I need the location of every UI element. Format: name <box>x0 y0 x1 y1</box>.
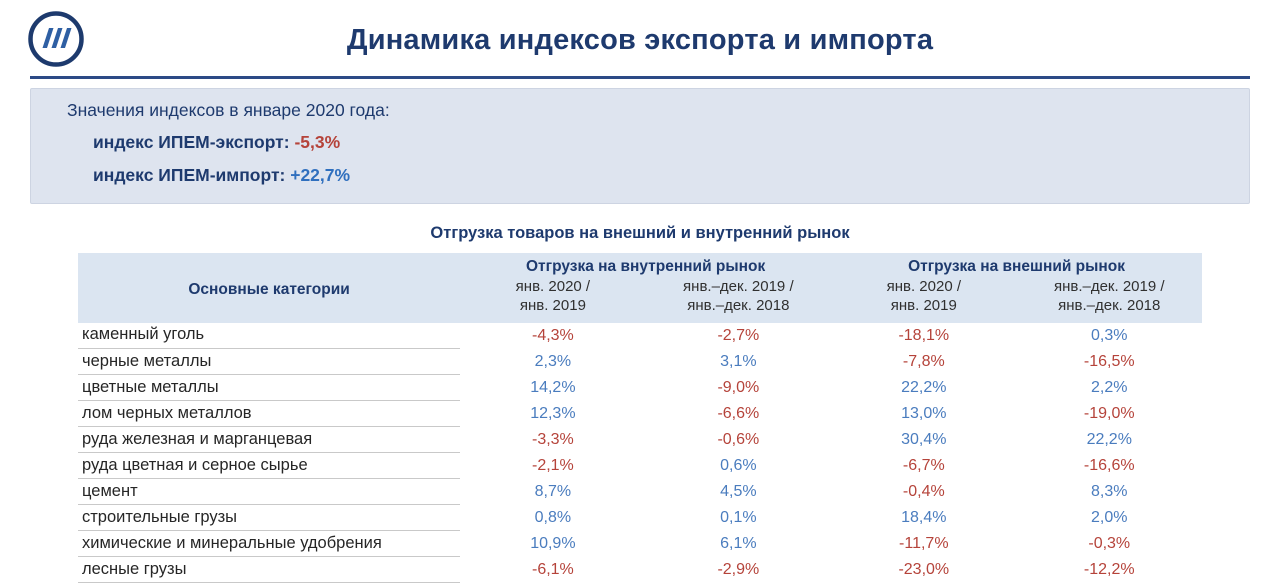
table-row: руда цветная и серное сырье -2,1% 0,6% -… <box>78 452 1202 479</box>
export-index-line: индекс ИПЕМ-экспорт: -5,3% <box>93 132 1229 153</box>
value-cell: -11,7% <box>899 534 949 552</box>
group-header-external: Отгрузка на внешний рынок <box>831 253 1202 276</box>
index-summary-box: Значения индексов в январе 2020 года: ин… <box>30 88 1250 204</box>
value-cell: -4,3% <box>531 326 574 344</box>
value-cell: 0,3% <box>1091 326 1128 344</box>
category-cell: строительные грузы <box>78 504 461 531</box>
value-cell: 22,2% <box>1086 430 1132 448</box>
value-cell: -2,7% <box>717 326 760 344</box>
table-row: цветные металлы 14,2% -9,0% 22,2% 2,2% <box>78 374 1202 401</box>
value-cell: 10,9% <box>530 534 576 552</box>
category-cell: черные металлы <box>78 348 461 375</box>
value-cell: -2,1% <box>531 456 574 474</box>
category-cell: руда железная и марганцевая <box>78 426 461 453</box>
table-row: строительные грузы 0,8% 0,1% 18,4% 2,0% <box>78 504 1202 531</box>
category-cell: руда цветная и серное сырье <box>78 452 461 479</box>
value-cell: 2,0% <box>1091 508 1128 526</box>
value-cell: -0,4% <box>902 482 945 500</box>
subheader-external-year: янв.–дек. 2019 / янв.–дек. 2018 <box>1016 276 1202 323</box>
shipments-table-card: Отгрузка товаров на внешний и внутренний… <box>78 216 1202 583</box>
value-cell: -2,9% <box>717 560 760 578</box>
category-cell: каменный уголь <box>78 322 461 349</box>
subheader-domestic-jan: янв. 2020 / янв. 2019 <box>460 276 646 323</box>
column-header-categories: Основные категории <box>78 253 461 323</box>
export-index-value: -5,3% <box>294 132 341 152</box>
import-index-line: индекс ИПЕМ-импорт: +22,7% <box>93 165 1229 186</box>
value-cell: 18,4% <box>901 508 947 526</box>
category-cell: цемент <box>78 478 461 505</box>
value-cell: -12,2% <box>1083 560 1135 578</box>
category-cell: лом черных металлов <box>78 400 461 427</box>
value-cell: -16,6% <box>1083 456 1135 474</box>
table-row: химические и минеральные удобрения 10,9%… <box>78 530 1202 557</box>
table-row: лом черных металлов 12,3% -6,6% 13,0% -1… <box>78 400 1202 427</box>
value-cell: -0,3% <box>1088 534 1131 552</box>
category-cell: химические и минеральные удобрения <box>78 530 461 557</box>
table-row: черные металлы 2,3% 3,1% -7,8% -16,5% <box>78 348 1202 375</box>
value-cell: 0,6% <box>720 456 757 474</box>
value-cell: -9,0% <box>717 378 760 396</box>
value-cell: -0,6% <box>717 430 760 448</box>
value-cell: 6,1% <box>720 534 757 552</box>
value-cell: 2,3% <box>534 352 572 370</box>
summary-intro: Значения индексов в январе 2020 года: <box>67 100 390 120</box>
value-cell: 0,8% <box>534 508 572 526</box>
value-cell: 8,7% <box>534 482 572 500</box>
value-cell: -23,0% <box>898 560 950 578</box>
table-title: Отгрузка товаров на внешний и внутренний… <box>430 224 850 242</box>
value-cell: -18,1% <box>898 326 950 344</box>
value-cell: 4,5% <box>720 482 757 500</box>
value-cell: -6,6% <box>717 404 760 422</box>
table-row: руда железная и марганцевая -3,3% -0,6% … <box>78 426 1202 453</box>
export-index-label: индекс ИПЕМ-экспорт: <box>93 132 290 152</box>
category-cell: цветные металлы <box>78 374 461 401</box>
category-cell: лесные грузы <box>78 556 461 583</box>
subheader-domestic-year: янв.–дек. 2019 / янв.–дек. 2018 <box>645 276 832 323</box>
value-cell: 13,0% <box>901 404 947 422</box>
value-cell: -19,0% <box>1083 404 1135 422</box>
value-cell: -7,8% <box>902 352 945 370</box>
table-row: лесные грузы -6,1% -2,9% -23,0% -12,2% <box>78 556 1202 583</box>
shipments-table: Основные категории Отгрузка на внутренни… <box>78 253 1202 583</box>
value-cell: -3,3% <box>531 430 574 448</box>
slide-header: Динамика индексов экспорта и импорта <box>0 0 1280 76</box>
value-cell: 30,4% <box>901 430 947 448</box>
value-cell: -6,7% <box>902 456 945 474</box>
table-row: каменный уголь -4,3% -2,7% -18,1% 0,3% <box>78 322 1202 349</box>
value-cell: 12,3% <box>530 404 576 422</box>
value-cell: 2,2% <box>1091 378 1128 396</box>
ipem-logo-icon <box>28 11 84 67</box>
table-row: цемент 8,7% 4,5% -0,4% 8,3% <box>78 478 1202 505</box>
value-cell: 3,1% <box>720 352 757 370</box>
value-cell: -6,1% <box>531 560 574 578</box>
value-cell: 0,1% <box>720 508 757 526</box>
subheader-external-jan: янв. 2020 / янв. 2019 <box>831 276 1017 323</box>
value-cell: 22,2% <box>901 378 947 396</box>
header-divider <box>30 76 1250 79</box>
value-cell: 8,3% <box>1091 482 1128 500</box>
import-index-value: +22,7% <box>290 165 351 185</box>
value-cell: 14,2% <box>530 378 576 396</box>
value-cell: -16,5% <box>1083 352 1135 370</box>
page-title: Динамика индексов экспорта и импорта <box>346 24 934 56</box>
group-header-domestic: Отгрузка на внутренний рынок <box>460 253 832 276</box>
import-index-label: индекс ИПЕМ-импорт: <box>93 165 286 185</box>
